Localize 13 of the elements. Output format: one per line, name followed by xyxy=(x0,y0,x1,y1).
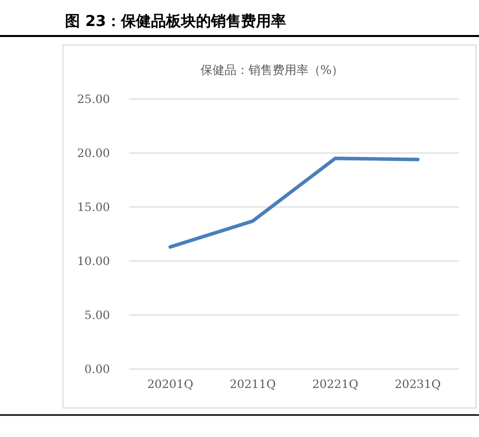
x-tick-label: 20221Q xyxy=(312,377,358,391)
y-tick-label: 5.00 xyxy=(84,308,110,322)
line-series xyxy=(168,156,420,249)
x-tick-label: 20231Q xyxy=(394,377,441,391)
x-tick-label: 20201Q xyxy=(147,377,194,391)
y-tick-label: 25.00 xyxy=(77,92,110,106)
y-tick-label: 15.00 xyxy=(77,200,110,214)
y-tick-label: 20.00 xyxy=(77,146,110,160)
y-tick-label: 0.00 xyxy=(84,362,110,376)
y-tick-label: 10.00 xyxy=(77,254,110,268)
x-tick-label: 20211Q xyxy=(230,377,276,391)
chart-title: 图 23：保健品板块的销售费用率 xyxy=(65,12,286,30)
chart-subtitle: 保健品：销售费用率（%） xyxy=(200,63,344,77)
